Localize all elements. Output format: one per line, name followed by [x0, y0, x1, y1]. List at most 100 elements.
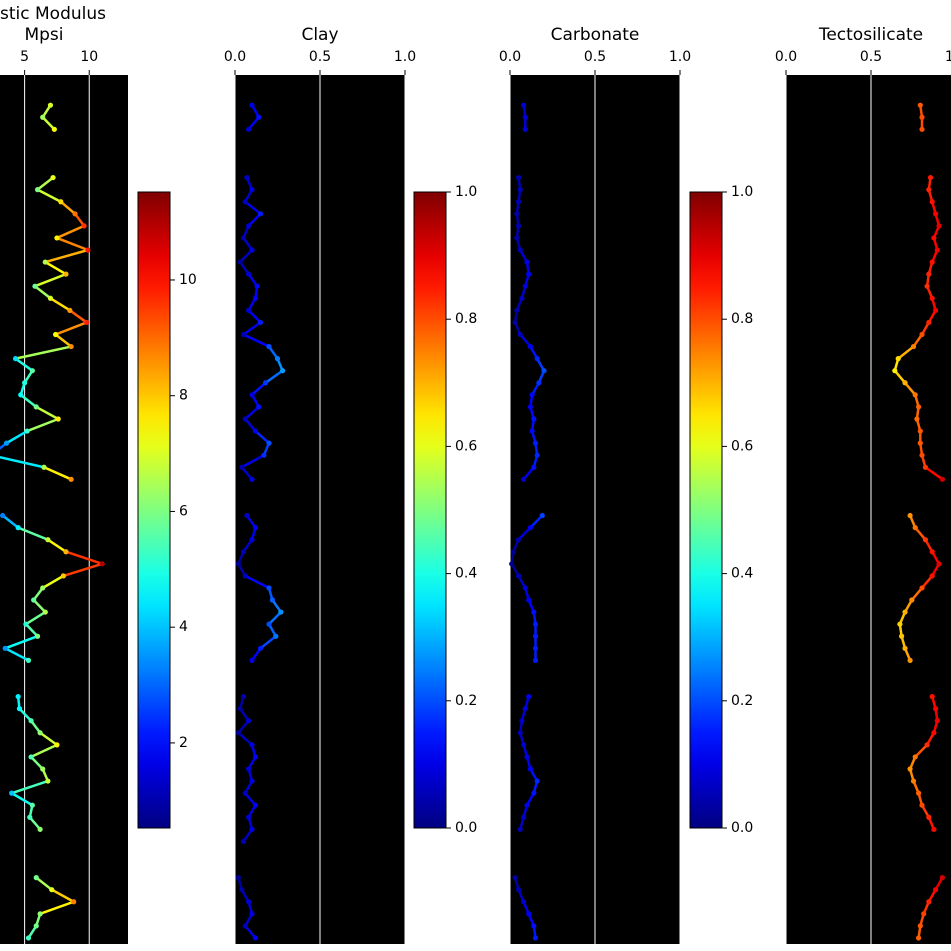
data-point	[519, 295, 525, 301]
data-point	[529, 392, 535, 398]
x-tick-label: 1.0	[945, 49, 951, 65]
data-point	[252, 802, 258, 808]
trace-segment	[44, 248, 89, 264]
trace-segment	[244, 574, 270, 590]
data-point	[907, 657, 913, 663]
data-point	[12, 356, 19, 362]
x-tick-label: 1.0	[394, 49, 416, 65]
data-point	[929, 199, 935, 205]
data-point	[33, 404, 39, 410]
data-point	[524, 754, 530, 760]
trace-segment	[54, 333, 72, 348]
data-point	[256, 114, 262, 120]
data-point	[25, 657, 32, 663]
trace-segment	[39, 900, 75, 916]
data-point	[532, 440, 539, 446]
data-point	[526, 271, 532, 277]
trace-segment	[18, 707, 32, 722]
data-point	[280, 368, 286, 374]
trace-segment	[55, 321, 88, 336]
data-point	[927, 174, 934, 181]
colorbar-tick-label: 0.0	[731, 820, 753, 836]
data-point	[515, 199, 522, 205]
data-point	[515, 887, 522, 893]
trace-segment	[904, 381, 917, 396]
data-point	[249, 742, 255, 748]
data-point	[539, 512, 545, 519]
data-point	[517, 730, 523, 736]
colorbar	[137, 191, 171, 829]
trace-segment	[41, 116, 56, 131]
data-point	[926, 271, 932, 277]
data-point	[524, 802, 530, 808]
data-point	[246, 223, 252, 229]
data-point	[266, 343, 272, 350]
data-point	[521, 102, 527, 108]
colorbar-tick-label: 2	[179, 735, 188, 751]
data-point	[278, 609, 284, 615]
colorbar-tick-label: 0.8	[455, 311, 477, 327]
colorbar-tick-label: 10	[179, 272, 197, 288]
data-point	[244, 512, 250, 519]
data-point	[509, 561, 515, 567]
trace-segment	[247, 116, 260, 131]
trace-segment	[59, 200, 76, 215]
data-point	[0, 512, 6, 519]
data-point	[899, 633, 905, 639]
trace-segment	[237, 731, 253, 746]
data-point	[931, 730, 937, 736]
trace-segment	[17, 526, 49, 541]
trace-segment	[30, 743, 58, 759]
data-point	[58, 199, 64, 205]
data-point	[261, 452, 267, 458]
data-point	[257, 319, 264, 326]
trace-segment	[242, 333, 270, 348]
data-point	[25, 935, 32, 941]
data-point	[63, 549, 69, 555]
data-point	[37, 911, 43, 917]
trace-segment	[36, 188, 62, 203]
colorbar-tick-label: 0.8	[731, 311, 753, 327]
data-point	[252, 754, 258, 760]
data-point	[45, 537, 51, 543]
data-point	[249, 657, 255, 663]
data-point	[912, 392, 918, 398]
data-point	[524, 259, 530, 265]
data-point	[934, 247, 940, 253]
data-point	[529, 428, 535, 434]
data-point	[917, 102, 923, 108]
data-point	[526, 597, 532, 603]
data-point	[521, 814, 527, 820]
data-point	[263, 380, 269, 386]
data-point	[246, 307, 252, 313]
data-point	[31, 597, 37, 603]
data-point	[68, 476, 74, 482]
track-title: Carbonate	[551, 25, 640, 45]
trace-segment	[11, 792, 33, 807]
data-point	[249, 392, 255, 398]
data-point	[49, 887, 55, 893]
data-point	[917, 923, 923, 929]
data-point	[67, 307, 73, 313]
data-point	[531, 609, 537, 615]
track-background	[786, 75, 951, 944]
trace-segment	[519, 333, 532, 348]
data-point	[919, 452, 925, 458]
data-point	[256, 404, 262, 410]
data-point	[45, 778, 51, 784]
trace-segment	[25, 611, 46, 626]
data-point	[249, 476, 255, 482]
data-point	[902, 380, 908, 386]
data-point	[47, 295, 54, 301]
trace-segment	[26, 417, 59, 433]
trace-segment	[240, 466, 253, 481]
data-point	[922, 464, 929, 470]
trace-segment	[259, 635, 277, 650]
data-point	[40, 766, 46, 772]
data-point	[37, 730, 43, 736]
trace-segment	[239, 249, 253, 263]
data-point	[929, 549, 935, 555]
data-point	[32, 283, 38, 289]
data-point	[926, 899, 932, 905]
data-point	[521, 899, 527, 905]
